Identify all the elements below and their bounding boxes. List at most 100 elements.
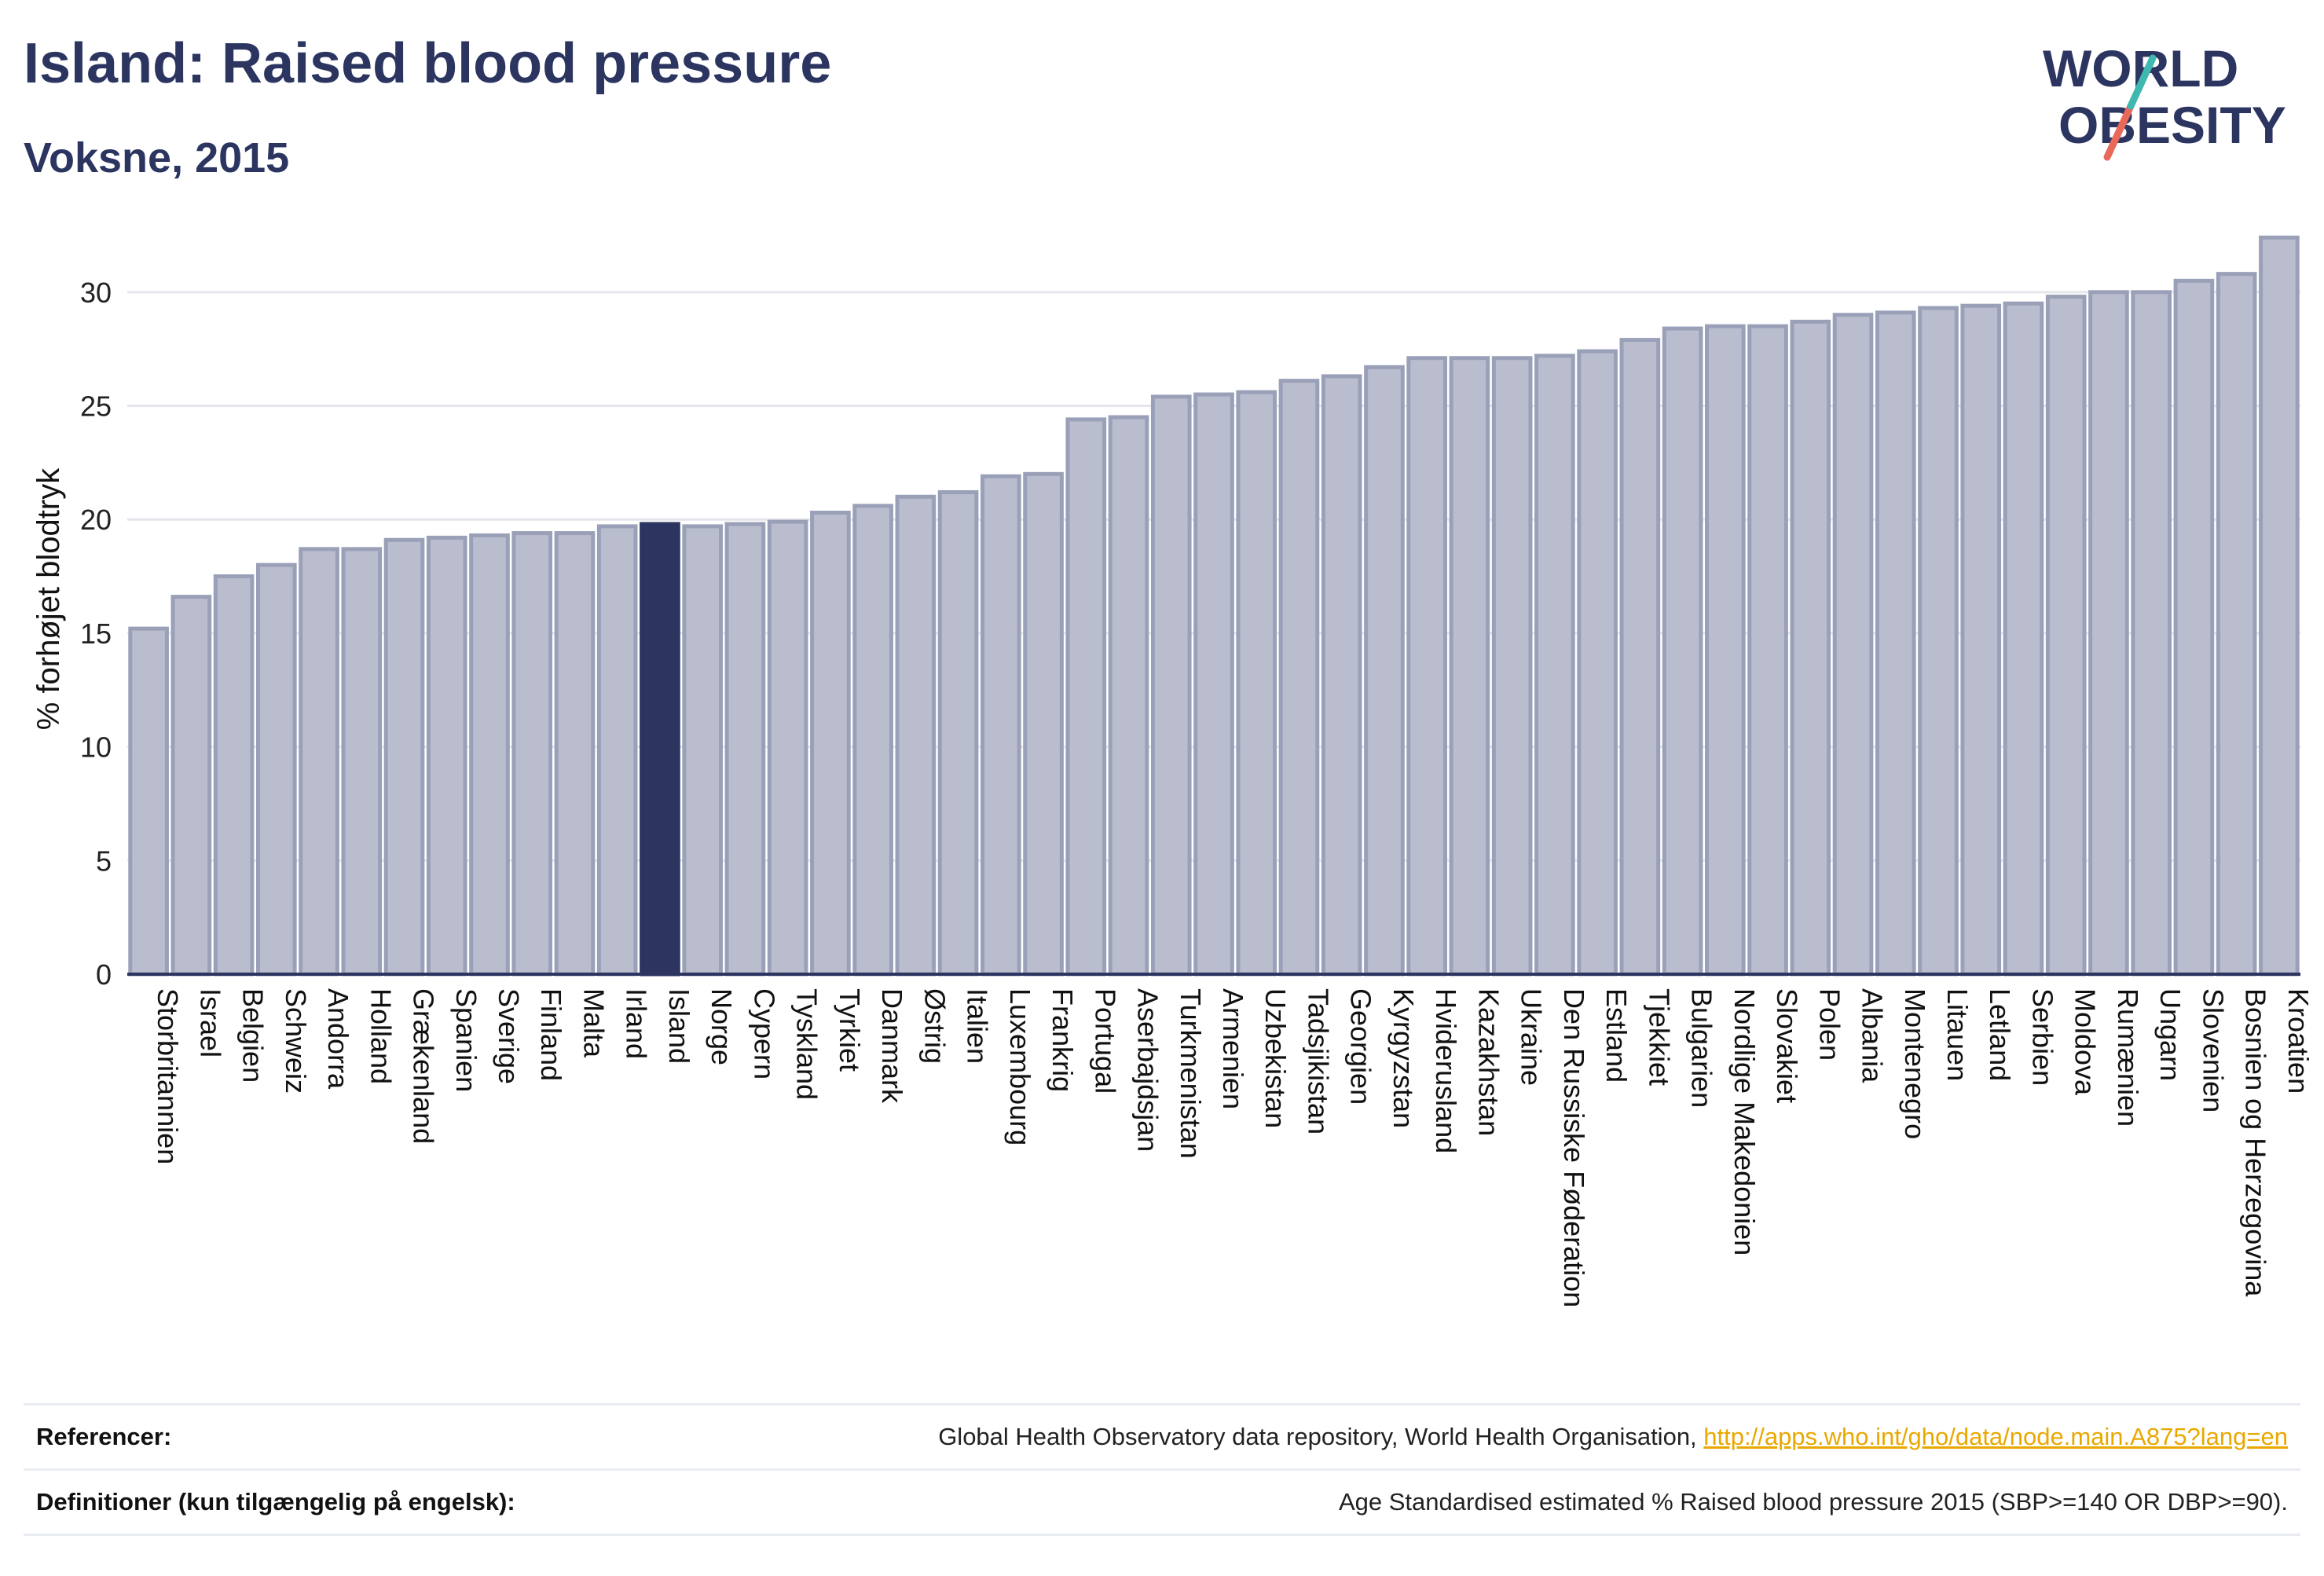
x-tick-label: Georgien xyxy=(1345,988,1377,1105)
bar-ungarn[interactable] xyxy=(2131,290,2172,977)
definitions-text: Age Standardised estimated % Raised bloo… xyxy=(1338,1488,2288,1516)
bar-storbritannien[interactable] xyxy=(128,626,169,977)
x-tick-label: Aserbajdsjan xyxy=(1132,988,1164,1152)
footer: Referencer: Global Health Observatory da… xyxy=(24,1403,2300,1536)
bar-chart: 0 5 10 15 20 25 30 Storbritannien Israel Belgien… xyxy=(31,235,2315,1307)
bar-østrig[interactable] xyxy=(895,494,937,977)
bar-hviderusland[interactable] xyxy=(1406,356,1447,977)
bar-armenien[interactable] xyxy=(1193,392,1234,977)
y-axis-label: % forhøjet blodtryk xyxy=(31,467,66,730)
bar-bosnien-og-herzegovina[interactable] xyxy=(2216,272,2257,977)
bar-georgien[interactable] xyxy=(1321,374,1362,977)
bar-moldova[interactable] xyxy=(2045,295,2087,977)
chart-title: Island: Raised blood pressure xyxy=(24,32,832,95)
bar-israel[interactable] xyxy=(170,595,212,977)
x-tick-label: Nordlige Makedonien xyxy=(1728,988,1761,1255)
x-tick-label: Schweiz xyxy=(280,988,312,1094)
bar-montenegro[interactable] xyxy=(1875,310,1916,977)
bar-letland[interactable] xyxy=(1960,303,2002,977)
logo-slash-teal xyxy=(2127,54,2157,110)
bar-portugal[interactable] xyxy=(1065,417,1107,977)
x-tick-label: Belgien xyxy=(237,988,269,1083)
bar-italien[interactable] xyxy=(937,489,979,977)
x-tick-label: Israel xyxy=(194,988,226,1057)
x-tick-label: Malta xyxy=(577,988,610,1058)
bar-den-russiske-føderation[interactable] xyxy=(1534,354,1575,977)
references-text: Global Health Observatory data repositor… xyxy=(938,1423,1704,1450)
x-tick-label: Tyrkiet xyxy=(834,988,866,1072)
bar-luxembourg[interactable] xyxy=(981,474,1021,977)
bar-tadsjikistan[interactable] xyxy=(1278,379,1320,977)
bars xyxy=(128,235,2300,977)
x-tick-label: Bulgarien xyxy=(1686,988,1718,1108)
bar-kroatien[interactable] xyxy=(2259,235,2300,977)
y-axis-ticks: 0 5 10 15 20 25 30 xyxy=(80,277,112,991)
references-value: Global Health Observatory data repositor… xyxy=(938,1423,2300,1451)
x-tick-label: Grækenland xyxy=(408,988,440,1144)
bar-spanien[interactable] xyxy=(426,535,467,977)
x-tick-label: Ukraine xyxy=(1516,988,1548,1086)
x-tick-label: Storbritannien xyxy=(152,988,184,1164)
bar-schweiz[interactable] xyxy=(256,563,297,977)
chart-subtitle: Voksne, 2015 xyxy=(24,134,290,181)
bar-albania[interactable] xyxy=(1832,313,1874,977)
bar-sverige[interactable] xyxy=(469,533,510,977)
x-tick-label: Polen xyxy=(1813,988,1846,1061)
x-tick-label: Litauen xyxy=(1941,988,1974,1081)
bar-slovenien[interactable] xyxy=(2173,278,2215,977)
x-tick-label: Italien xyxy=(962,988,994,1064)
bar-malta[interactable] xyxy=(554,531,596,977)
references-link[interactable]: http://apps.who.int/gho/data/node.main.A… xyxy=(1703,1423,2288,1450)
bar-serbien[interactable] xyxy=(2003,301,2044,977)
y-tick-label: 10 xyxy=(80,731,112,764)
bar-rumænien[interactable] xyxy=(2088,290,2129,977)
x-tick-label: Cypern xyxy=(748,988,780,1079)
bar-litauen[interactable] xyxy=(1918,306,1959,977)
bar-island[interactable] xyxy=(640,522,680,977)
bar-nordlige-makedonien[interactable] xyxy=(1705,324,1746,977)
x-tick-label: Serbien xyxy=(2026,988,2058,1086)
bar-grækenland[interactable] xyxy=(383,537,425,977)
bar-kazakhstan[interactable] xyxy=(1449,356,1490,977)
y-tick-label: 5 xyxy=(96,845,112,877)
bar-tjekkiet[interactable] xyxy=(1619,338,1661,977)
bar-tyskland[interactable] xyxy=(767,519,808,977)
bar-finland[interactable] xyxy=(511,531,553,977)
bar-kyrgyzstan[interactable] xyxy=(1364,365,1405,977)
definitions-row: Definitioner (kun tilgængelig på engelsk… xyxy=(24,1468,2300,1536)
bar-norge[interactable] xyxy=(682,524,723,977)
x-tick-label: Irland xyxy=(621,988,653,1059)
bar-cypern[interactable] xyxy=(724,522,766,977)
bar-frankrig[interactable] xyxy=(1023,471,1064,977)
bar-holland[interactable] xyxy=(341,547,383,977)
bar-polen[interactable] xyxy=(1790,319,1831,977)
bar-bulgarien[interactable] xyxy=(1662,326,1703,977)
y-tick-label: 25 xyxy=(80,390,112,423)
x-tick-label: Ungarn xyxy=(2154,988,2187,1081)
bar-uzbekistan[interactable] xyxy=(1236,390,1277,977)
x-tick-label: Tadsjikistan xyxy=(1302,988,1334,1134)
logo-line-2: OBESITY xyxy=(2058,96,2286,154)
x-tick-label: Hviderusland xyxy=(1430,988,1462,1153)
x-tick-label: Island xyxy=(663,988,695,1064)
bar-estland[interactable] xyxy=(1577,349,1618,977)
x-tick-label: Kazakhstan xyxy=(1472,988,1505,1136)
x-tick-label: Armenien xyxy=(1217,988,1249,1109)
references-row: Referencer: Global Health Observatory da… xyxy=(24,1403,2300,1468)
y-tick-label: 0 xyxy=(96,958,112,991)
x-tick-label: Danmark xyxy=(876,988,908,1104)
bar-turkmenistan[interactable] xyxy=(1150,394,1192,977)
x-tick-label: Andorra xyxy=(322,988,354,1090)
bar-belgien[interactable] xyxy=(213,574,255,977)
x-tick-label: Tjekkiet xyxy=(1643,988,1675,1086)
x-tick-label: Moldova xyxy=(2069,988,2102,1096)
bar-aserbajdsjan[interactable] xyxy=(1108,415,1149,977)
bar-danmark[interactable] xyxy=(852,504,893,977)
bar-slovakiet[interactable] xyxy=(1747,324,1788,977)
bar-tyrkiet[interactable] xyxy=(810,511,851,977)
bar-irland[interactable] xyxy=(596,524,638,977)
bar-andorra[interactable] xyxy=(299,547,339,977)
bar-ukraine[interactable] xyxy=(1491,356,1533,977)
x-tick-label: Tyskland xyxy=(791,988,823,1100)
x-tick-label: Rumænien xyxy=(2112,988,2144,1127)
